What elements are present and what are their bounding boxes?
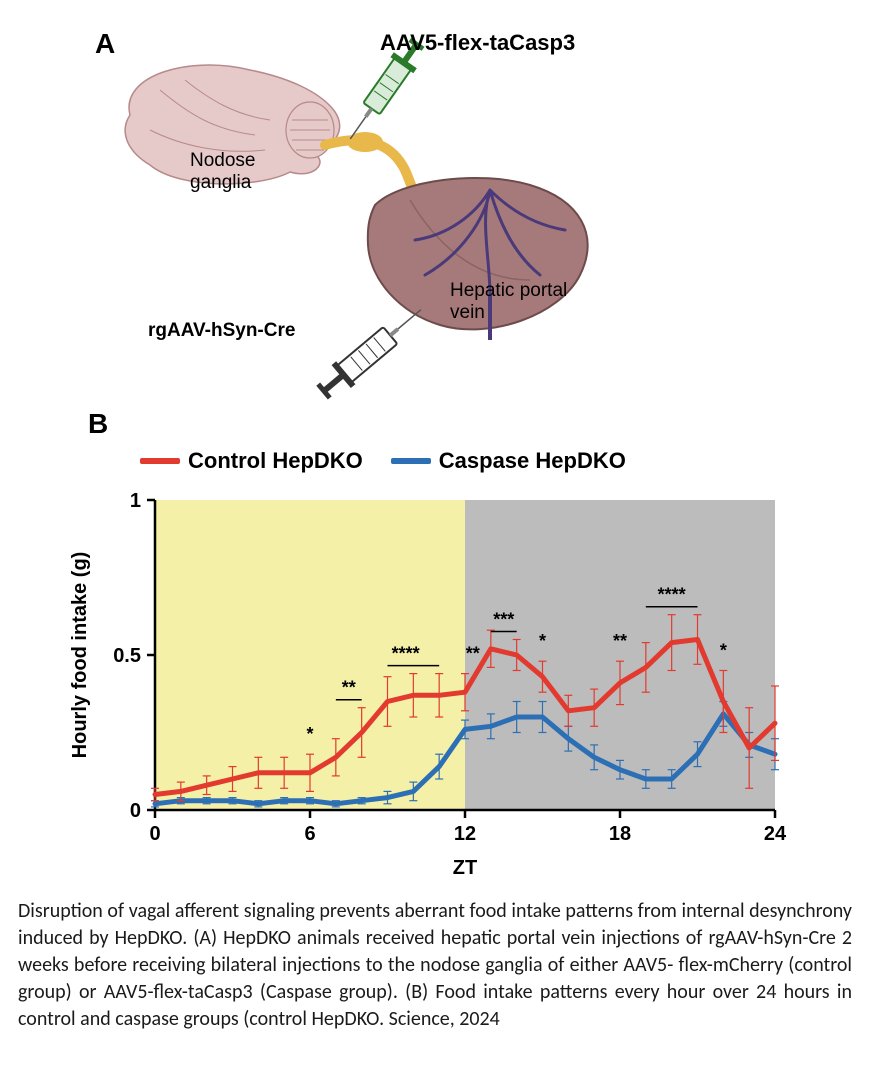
svg-text:****: **** — [392, 644, 420, 664]
line-chart: 00.5106121824ZTHourly food intake (g)***… — [60, 480, 800, 880]
svg-text:0: 0 — [149, 823, 160, 845]
svg-text:0: 0 — [130, 800, 141, 822]
figure-caption: Disruption of vagal afferent signaling p… — [18, 898, 852, 1033]
svg-text:ZT: ZT — [453, 857, 477, 879]
svg-text:1: 1 — [130, 490, 141, 512]
legend-line-control — [140, 458, 180, 464]
svg-text:24: 24 — [764, 823, 787, 845]
panel-b-label: B — [88, 408, 108, 440]
svg-text:6: 6 — [304, 823, 315, 845]
svg-text:**: ** — [342, 678, 356, 698]
chart-legend: Control HepDKO Caspase HepDKO — [140, 448, 626, 474]
figure-container: A AAV5-flex-taCasp3 Nodose ganglia Hepat… — [0, 0, 870, 1092]
nodose-label: Nodose ganglia — [190, 150, 256, 194]
legend-control: Control HepDKO — [140, 448, 363, 474]
legend-control-label: Control HepDKO — [188, 448, 363, 474]
panel-a-diagram — [60, 20, 800, 400]
svg-text:*: * — [306, 724, 313, 744]
aav5-label: AAV5-flex-taCasp3 — [380, 30, 575, 56]
svg-text:*: * — [539, 631, 546, 651]
hpv-label: Hepatic portal vein — [450, 280, 567, 324]
svg-text:****: **** — [658, 585, 686, 605]
rgaav-label: rgAAV-hSyn-Cre — [148, 320, 295, 342]
legend-caspase-label: Caspase HepDKO — [439, 448, 626, 474]
legend-line-caspase — [391, 458, 431, 464]
svg-text:0.5: 0.5 — [113, 645, 141, 667]
svg-text:12: 12 — [454, 823, 476, 845]
svg-text:18: 18 — [609, 823, 631, 845]
svg-text:Hourly food intake (g): Hourly food intake (g) — [69, 552, 91, 759]
svg-text:***: *** — [493, 610, 514, 630]
legend-caspase: Caspase HepDKO — [391, 448, 626, 474]
svg-text:*: * — [720, 641, 727, 661]
svg-text:**: ** — [613, 631, 627, 651]
chart-wrapper: 00.5106121824ZTHourly food intake (g)***… — [60, 480, 800, 850]
svg-text:**: ** — [466, 644, 480, 664]
